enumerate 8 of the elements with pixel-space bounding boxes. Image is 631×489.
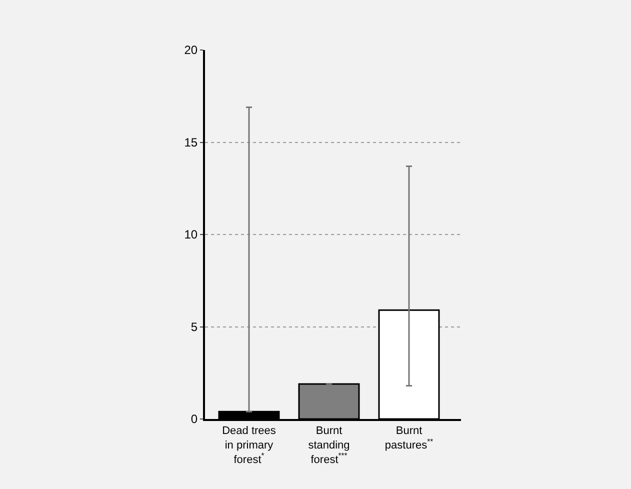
y-tick-label: 0 [190, 412, 198, 426]
x-tick-label: Dead trees in primary forest$^{*}$ [222, 425, 276, 466]
y-tick-label: 10 [184, 228, 198, 242]
y-tick-label: 15 [184, 135, 198, 150]
x-tick-label: Burnt pastures$^{**}$ [384, 425, 434, 452]
y-tick-label: 20 [184, 43, 198, 58]
y-tick-label: 5 [190, 320, 198, 334]
x-tick-label: Burnt standing forest$^{***}$ [308, 425, 350, 466]
